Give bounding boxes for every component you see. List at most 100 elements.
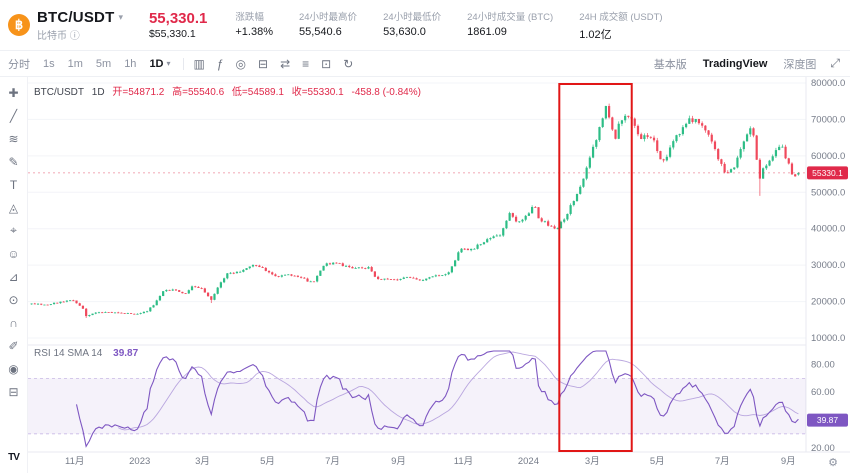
snapshot-icon[interactable]: ⊡ xyxy=(321,56,332,71)
chart-mode-tabs: 基本版 TradingView 深度图 ⤢ xyxy=(638,56,840,72)
svg-text:20.00: 20.00 xyxy=(811,443,835,454)
stat-24h-high-label: 24小时最高价 xyxy=(298,11,358,23)
svg-text:60000.0: 60000.0 xyxy=(811,151,845,162)
stat-change-value: +1.38% xyxy=(235,25,273,38)
last-price: 55,330.1 xyxy=(148,10,208,27)
svg-text:55330.1: 55330.1 xyxy=(812,168,843,178)
header: ฿ BTC/USDT ▾ 比特币 ⓘ 55,330.1 $55,330.1 涨跌… xyxy=(0,0,850,50)
svg-text:80000.0: 80000.0 xyxy=(811,78,845,89)
ohlc-legend: BTC/USDT 1D 开=54871.2 高=55540.6 低=54589.… xyxy=(34,83,426,98)
text-tool-icon[interactable]: T xyxy=(9,177,18,192)
forecast-icon[interactable]: ⌖ xyxy=(10,223,17,237)
time-axis-settings-gear-icon[interactable]: ⚙ xyxy=(828,457,838,469)
svg-text:80.00: 80.00 xyxy=(811,359,835,370)
bitcoin-glyph: ฿ xyxy=(14,17,24,32)
last-price-usd: $55,330.1 xyxy=(148,28,196,40)
stat-change: 涨跌幅 +1.38% xyxy=(235,9,273,42)
rsi-legend-value: 39.87 xyxy=(113,348,139,359)
stat-24h-high-value: 55,540.6 xyxy=(298,25,342,38)
interval-1h[interactable]: 1h xyxy=(124,57,137,70)
svg-text:7月: 7月 xyxy=(715,456,730,467)
svg-text:5月: 5月 xyxy=(260,456,275,467)
measure-icon[interactable]: ⊿ xyxy=(8,269,19,284)
trendline-icon[interactable]: ╱ xyxy=(9,108,18,123)
stat-change-label: 涨跌幅 xyxy=(235,11,264,23)
chart-toolbar: 分时 1s 1m 5m 1h 1D ▾ ▥ ƒ ◎ ⊟ ⇄ ≡ ⊡ ↻ 基本版 TradingView 深度… xyxy=(0,50,850,77)
tab-basic[interactable]: 基本版 xyxy=(653,58,687,71)
svg-text:9月: 9月 xyxy=(391,456,406,467)
svg-text:30000.0: 30000.0 xyxy=(811,260,845,271)
svg-text:40000.0: 40000.0 xyxy=(811,224,845,235)
stat-24h-low: 24小时最低价 53,630.0 xyxy=(383,9,441,42)
drawing-lock-icon[interactable]: ✐ xyxy=(8,338,19,353)
stat-24h-turnover-usdt: 24H 成交额 (USDT) 1.02亿 xyxy=(579,9,662,42)
legend-open: 开=54871.2 xyxy=(112,87,165,98)
svg-text:39.87: 39.87 xyxy=(817,415,839,425)
interval-1s[interactable]: 1s xyxy=(43,57,55,70)
target-icon[interactable]: ◎ xyxy=(235,56,247,71)
xabcd-pattern-icon[interactable]: ◬ xyxy=(8,200,19,215)
fullscreen-icon[interactable]: ⤢ xyxy=(830,56,840,70)
indicator-icon[interactable]: ƒ xyxy=(216,56,224,71)
hide-drawings-icon[interactable]: ◉ xyxy=(8,361,19,376)
list-menu-icon[interactable]: ≡ xyxy=(302,56,310,71)
legend-change: -458.8 (-0.84%) xyxy=(351,87,421,98)
toolbar-divider xyxy=(182,57,184,70)
market-stats: 涨跌幅 +1.38% 24小时最高价 55,540.6 24小时最低价 53,630.0 2… xyxy=(235,9,662,42)
remove-drawings-icon[interactable]: ⊟ xyxy=(8,384,19,399)
rsi-legend-label: RSI 14 SMA 14 xyxy=(34,348,103,359)
svg-text:5月: 5月 xyxy=(650,456,665,467)
interval-1d[interactable]: 1D xyxy=(149,57,164,70)
stat-24h-low-label: 24小时最低价 xyxy=(383,11,442,23)
svg-text:10000.0: 10000.0 xyxy=(811,333,845,344)
legend-close: 收=55330.1 xyxy=(291,87,344,98)
svg-text:3月: 3月 xyxy=(585,456,600,467)
crosshair-icon[interactable]: ✚ xyxy=(8,85,19,100)
price-block: 55,330.1 $55,330.1 xyxy=(149,10,207,40)
stat-24h-low-value: 53,630.0 xyxy=(383,25,426,38)
interval-dropdown-caret[interactable]: ▾ xyxy=(166,59,171,68)
svg-text:2024: 2024 xyxy=(518,456,539,467)
svg-text:7月: 7月 xyxy=(325,456,340,467)
rsi-legend: RSI 14 SMA 14 39.87 xyxy=(34,348,138,359)
stat-24h-high: 24小时最高价 55,540.6 xyxy=(299,9,357,42)
legend-pair: BTC/USDT xyxy=(34,87,84,98)
pair-title[interactable]: BTC/USDT xyxy=(37,8,115,26)
compare-icon[interactable]: ⇄ xyxy=(280,56,291,71)
stat-24h-volume-btc: 24小时成交量 (BTC) 1861.09 xyxy=(467,9,553,42)
delete-icon[interactable]: ⊟ xyxy=(258,56,269,71)
info-icon[interactable]: ⓘ xyxy=(69,30,80,42)
fib-retracement-icon[interactable]: ≋ xyxy=(8,131,19,146)
zoom-tool-icon[interactable]: ⊙ xyxy=(8,292,19,307)
stat-24h-volume-btc-value: 1861.09 xyxy=(467,25,507,38)
legend-low: 低=54589.1 xyxy=(231,87,284,98)
svg-text:60.00: 60.00 xyxy=(811,387,835,398)
tab-tradingview[interactable]: TradingView xyxy=(702,57,768,70)
reload-icon[interactable]: ↻ xyxy=(343,56,354,71)
svg-text:9月: 9月 xyxy=(781,456,796,467)
pair-block: BTC/USDT ▾ 比特币 ⓘ xyxy=(37,9,123,42)
svg-text:20000.0: 20000.0 xyxy=(811,297,845,308)
tradingview-logo: TV xyxy=(8,452,20,463)
magnet-icon[interactable]: ∩ xyxy=(9,315,18,330)
emoji-icon[interactable]: ☺ xyxy=(7,246,20,261)
svg-text:70000.0: 70000.0 xyxy=(811,114,845,125)
interval-timeshare[interactable]: 分时 xyxy=(8,58,30,71)
legend-interval: 1D xyxy=(91,87,105,98)
brush-icon[interactable]: ✎ xyxy=(8,154,19,169)
svg-text:11月: 11月 xyxy=(65,456,84,467)
svg-text:2023: 2023 xyxy=(129,456,150,467)
svg-text:11月: 11月 xyxy=(454,456,473,467)
interval-1m[interactable]: 1m xyxy=(67,57,83,70)
chart-style-icon[interactable]: ▥ xyxy=(193,56,205,71)
interval-group: 分时 1s 1m 5m 1h 1D ▾ ▥ ƒ ◎ ⊟ ⇄ ≡ ⊡ ↻ xyxy=(8,56,365,72)
stat-24h-turnover-usdt-value: 1.02亿 xyxy=(579,28,612,41)
interval-5m[interactable]: 5m xyxy=(95,57,112,70)
tab-depth[interactable]: 深度图 xyxy=(783,58,817,71)
pair-dropdown-caret[interactable]: ▾ xyxy=(118,11,123,22)
pair-subtitle: 比特币 ⓘ xyxy=(37,27,123,42)
legend-high: 高=55540.6 xyxy=(172,87,225,98)
pair-subtitle-text: 比特币 xyxy=(37,30,67,42)
